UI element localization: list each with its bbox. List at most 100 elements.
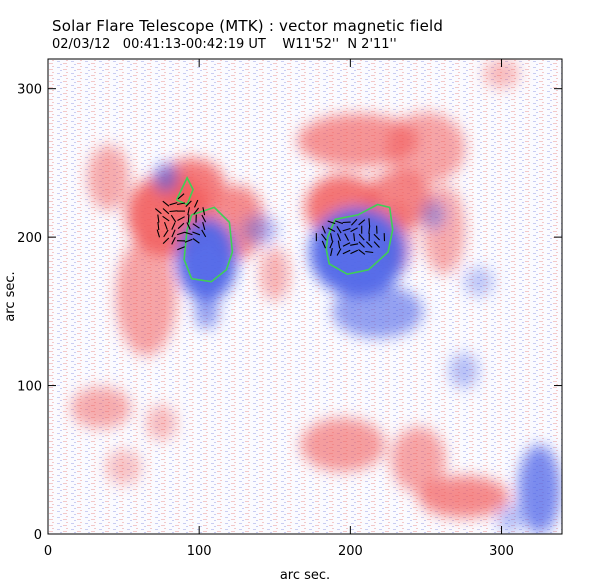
field-vector-12: [171, 222, 176, 230]
y-axis: 0 100 200 300: [17, 83, 562, 543]
field-vector-15: [169, 202, 178, 206]
field-vector-44: [330, 247, 333, 257]
field-vector-49: [336, 248, 342, 256]
y-tick-label-200: 200: [17, 231, 42, 246]
field-vector-28: [187, 207, 190, 216]
x-tick-label-200: 200: [338, 544, 363, 559]
field-vector-32: [192, 223, 200, 229]
field-vector-20: [177, 216, 185, 221]
field-vector-43: [321, 225, 326, 234]
field-vector-37: [202, 221, 206, 231]
negative-polarity-region-22: [241, 214, 278, 245]
positive-polarity-region-9: [386, 112, 466, 184]
field-vector-39: [202, 207, 206, 216]
field-vector-60: [350, 243, 359, 246]
field-vector-36: [201, 229, 207, 238]
field-vector-57: [342, 227, 351, 232]
y-tick-label-0: 0: [34, 528, 42, 543]
positive-polarity-region-3: [116, 237, 177, 356]
field-vector-64: [358, 249, 366, 255]
negative-polarity-region-19: [176, 217, 237, 301]
field-vector-75: [373, 233, 380, 241]
positive-polarity-region-14: [146, 404, 177, 441]
y-tick-label-300: 300: [17, 83, 42, 98]
field-vector-7: [162, 215, 170, 222]
field-vector-16: [177, 246, 185, 251]
positive-polarity-region-17: [391, 427, 446, 493]
negative-polarity-region-24: [332, 284, 423, 339]
field-vector-4: [162, 237, 170, 244]
x-tick-label-0: 0: [44, 544, 52, 559]
field-vector-45: [329, 240, 334, 249]
positive-polarity-region-18: [418, 476, 510, 518]
field-vector-13: [170, 214, 177, 223]
field-vector-41: [321, 240, 327, 249]
field-vector-42: [321, 233, 327, 241]
negative-polarity-region-27: [448, 352, 479, 389]
intensity-contour-2: [325, 203, 394, 276]
intensity-contour-0: [183, 206, 234, 283]
field-vector-5: [163, 229, 169, 238]
observation-time-range: 00:41:13-00:42:19 UT: [122, 37, 266, 52]
positive-polarity-region-12: [483, 59, 520, 89]
field-vector-11: [171, 229, 176, 238]
positive-polarity-region-15: [105, 449, 142, 486]
observation-date: 02/03/12: [52, 37, 111, 52]
field-vector-66: [358, 233, 365, 241]
field-vector-51: [336, 233, 342, 242]
field-vector-31: [192, 231, 201, 236]
field-vector-6: [163, 222, 168, 230]
transverse-field-vectors: [154, 193, 386, 257]
field-vector-8: [162, 208, 170, 215]
field-vector-26: [186, 222, 191, 230]
observation-position: W11'52'' N 2'11'': [282, 37, 397, 52]
x-tick-label-100: 100: [187, 544, 212, 559]
field-vector-73: [368, 218, 371, 227]
field-vector-53: [335, 220, 343, 225]
positive-polarity-region-10: [422, 185, 466, 275]
field-vector-2: [157, 214, 160, 223]
field-vector-61: [353, 233, 356, 242]
field-vector-72: [368, 225, 371, 234]
field-vector-65: [358, 241, 365, 248]
field-vector-63: [350, 218, 358, 226]
field-polarity-regions: [70, 59, 561, 534]
field-vector-3: [154, 208, 162, 215]
field-vector-54: [342, 249, 351, 255]
field-vector-55: [342, 242, 351, 247]
field-vector-22: [176, 202, 186, 206]
field-vector-0: [156, 229, 161, 238]
field-vector-19: [177, 222, 185, 230]
field-vector-27: [187, 214, 190, 223]
field-vector-69: [365, 250, 374, 254]
field-vector-1: [157, 221, 160, 231]
chart-subtitle: 02/03/12 00:41:13-00:42:19 UT W11'52'' N…: [52, 37, 397, 52]
field-vector-29: [185, 200, 192, 207]
y-axis-label: arc sec.: [3, 271, 18, 321]
field-vector-74: [373, 241, 380, 248]
x-axis: 0 100 200 300: [44, 59, 514, 559]
positive-polarity-region-5: [259, 247, 290, 301]
field-vector-68: [358, 219, 366, 226]
positive-polarity-region-13: [70, 387, 132, 429]
field-vector-38: [201, 214, 207, 223]
y-tick-label-100: 100: [17, 380, 42, 395]
x-axis-label: arc sec.: [280, 568, 330, 583]
field-vector-23: [177, 193, 185, 200]
negative-polarity-region-23: [309, 207, 407, 297]
field-vector-9: [162, 200, 170, 207]
field-vector-34: [193, 207, 200, 215]
field-vector-47: [327, 227, 336, 232]
negative-polarity-region-29: [496, 504, 522, 534]
field-vector-59: [350, 249, 359, 255]
field-vector-35: [193, 199, 199, 208]
field-vector-18: [177, 231, 186, 236]
field-vector-46: [330, 233, 333, 242]
chart-title: Solar Flare Telescope (MTK) : vector mag…: [52, 17, 444, 35]
x-tick-label-300: 300: [489, 544, 514, 559]
negative-polarity-region-26: [463, 266, 494, 297]
field-vector-62: [350, 227, 358, 233]
field-vector-24: [184, 238, 193, 243]
field-vector-52: [336, 226, 342, 234]
